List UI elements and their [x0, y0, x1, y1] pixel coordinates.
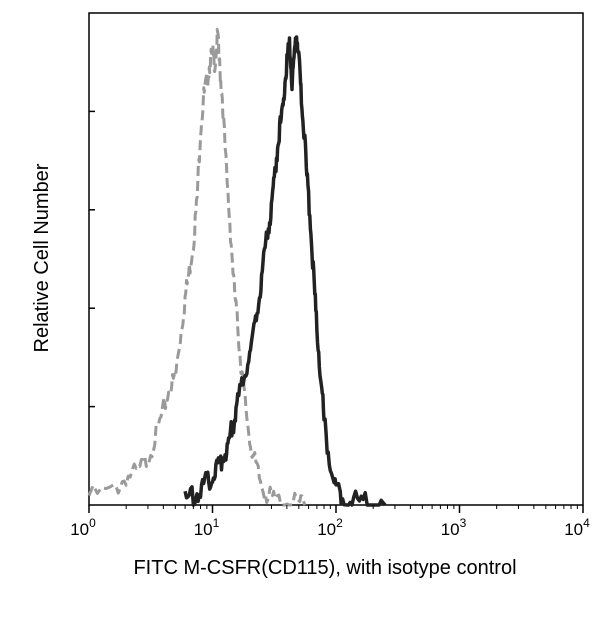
x-tick-label: 100 [70, 516, 96, 539]
cd115-series-line [183, 35, 387, 507]
x-tick-label: 102 [317, 516, 343, 539]
x-tick-label: 103 [441, 516, 467, 539]
plot-area [88, 12, 584, 506]
series-group [87, 27, 387, 507]
x-axis-title: FITC M-CSFR(CD115), with isotype control [133, 557, 516, 579]
plot-frame [88, 12, 584, 506]
y-axis-title: Relative Cell Number [31, 163, 53, 352]
y-axis [89, 110, 95, 408]
x-axis: 100 101 102 103 104 [70, 505, 590, 539]
x-tick-label: 101 [194, 516, 220, 539]
isotype-control-series-line [87, 27, 307, 507]
x-tick-label: 104 [564, 516, 590, 539]
